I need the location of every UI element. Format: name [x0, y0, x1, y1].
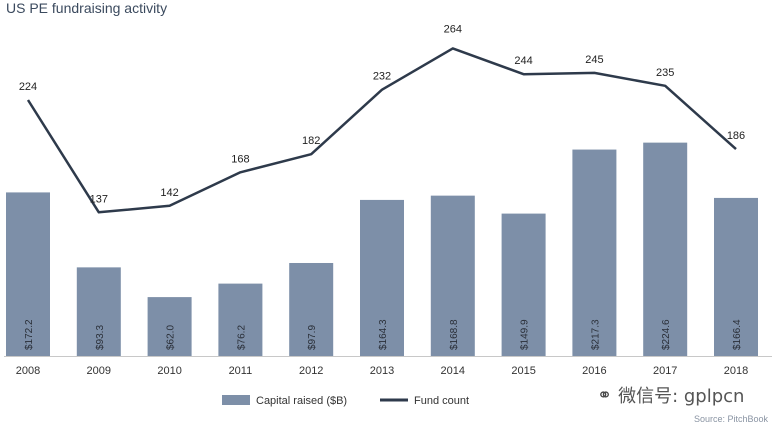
x-tick-label: 2008	[16, 365, 40, 377]
wechat-icon: ⚭	[597, 384, 613, 406]
fund-count-label: 235	[656, 67, 674, 79]
bar-2009	[76, 267, 121, 356]
bar-2016	[572, 149, 617, 356]
x-tick-label: 2009	[87, 365, 111, 377]
bar-value-label: $62.0	[166, 325, 177, 350]
fund-count-label: 264	[444, 23, 462, 35]
bar-2017	[643, 142, 688, 356]
bar-value-label: $97.9	[307, 325, 318, 350]
bar-value-label: $93.3	[95, 325, 106, 350]
x-tick-label: 2010	[157, 365, 181, 377]
bar-value-label: $149.9	[520, 319, 531, 350]
fund-count-label: 168	[231, 153, 249, 165]
bar-2018	[714, 197, 758, 356]
x-tick-label: 2018	[724, 365, 748, 377]
legend-bar-label: Capital raised ($B)	[256, 395, 347, 407]
fund-count-label: 182	[302, 135, 320, 147]
fund-count-label: 232	[373, 71, 391, 83]
source-note: Source: PitchBook	[693, 414, 768, 424]
bar-2012	[289, 262, 334, 356]
fund-count-label: 186	[727, 130, 745, 142]
bar-2014	[430, 195, 475, 356]
bar-value-label: $166.4	[732, 319, 743, 350]
x-tick-label: 2016	[582, 365, 606, 377]
bar-value-label: $76.2	[236, 325, 247, 350]
x-tick-label: 2011	[229, 365, 253, 377]
fund-count-label: 142	[160, 187, 178, 199]
bar-2010	[147, 297, 192, 356]
bar-2008	[6, 192, 50, 356]
x-tick-label: 2012	[299, 365, 323, 377]
bar-2011	[218, 283, 263, 356]
watermark-text: 微信号: gplpcn	[618, 386, 745, 407]
watermark: ⚭ 微信号: gplpcn	[597, 382, 744, 408]
bar-2015	[501, 213, 546, 356]
bar-value-label: $168.8	[449, 319, 460, 350]
fund-count-label: 244	[514, 55, 532, 67]
bar-2013	[360, 199, 404, 356]
x-tick-label: 2015	[511, 365, 535, 377]
bar-value-label: $224.6	[661, 319, 672, 350]
chart-title: US PE fundraising activity	[6, 0, 168, 16]
x-tick-label: 2014	[441, 365, 465, 377]
x-tick-label: 2017	[653, 365, 677, 377]
bar-value-label: $172.2	[24, 319, 35, 350]
fund-count-label: 137	[90, 193, 108, 205]
fund-count-label: 224	[19, 81, 37, 93]
fund-count-label: 245	[585, 54, 603, 66]
x-tick-label: 2013	[370, 365, 394, 377]
legend-line-label: Fund count	[414, 395, 469, 407]
bar-value-label: $217.3	[590, 319, 601, 350]
fund-count-line	[26, 47, 737, 214]
bar-value-label: $164.3	[378, 319, 389, 350]
legend-bar-swatch	[222, 395, 250, 405]
